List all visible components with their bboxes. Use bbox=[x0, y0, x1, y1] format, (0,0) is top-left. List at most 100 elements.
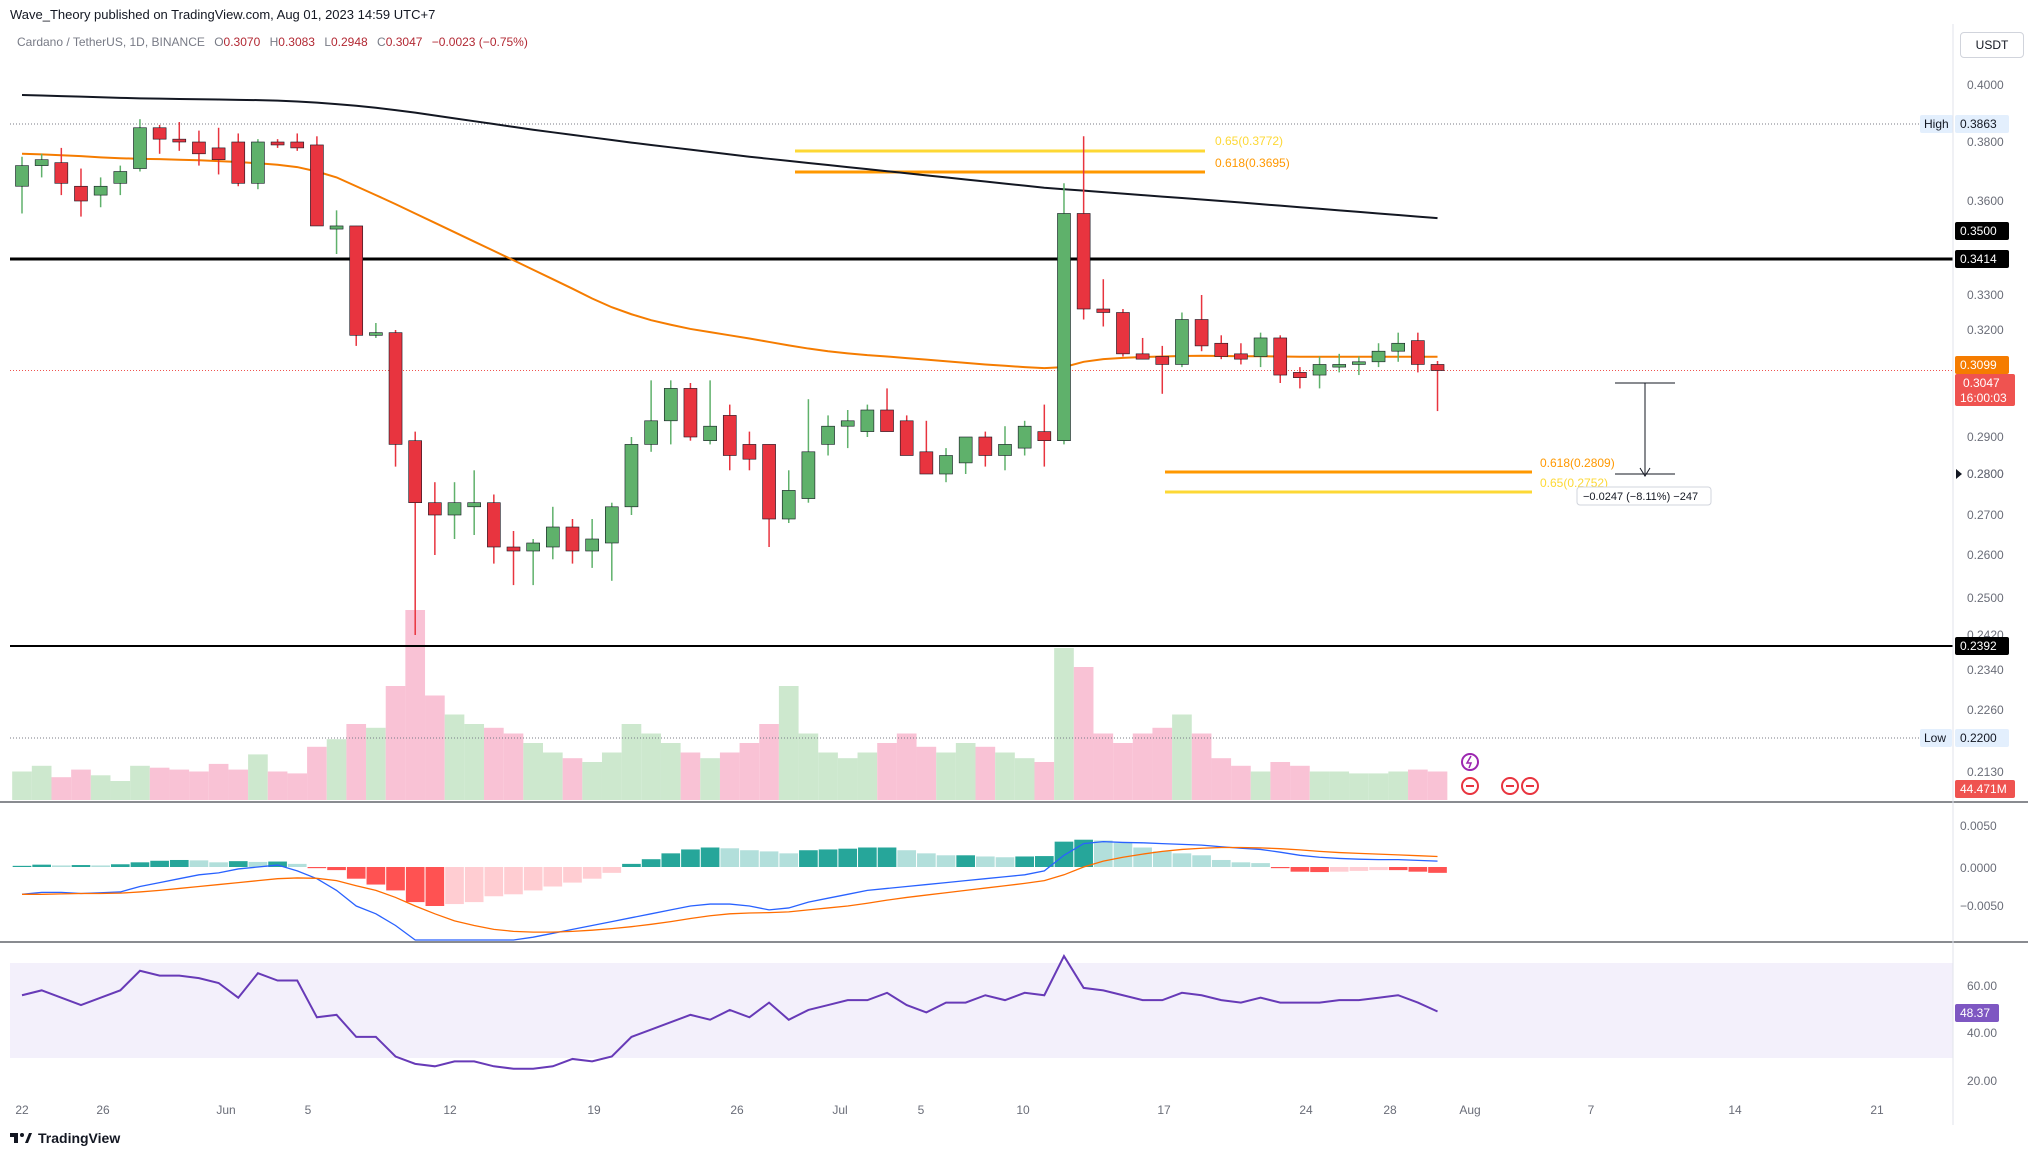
fibonacci-levels: 0.65(0.3772)0.618(0.3695)0.618(0.2809)0.… bbox=[795, 134, 1615, 494]
volume-bar bbox=[267, 771, 288, 800]
candle-body bbox=[1155, 356, 1170, 365]
volume-bar bbox=[307, 746, 327, 800]
candle-body bbox=[54, 162, 69, 184]
macd-histogram-bar bbox=[1113, 842, 1133, 867]
volume-bar bbox=[837, 758, 858, 800]
volume-bar bbox=[798, 733, 819, 800]
price-tick-label: 0.2340 bbox=[1967, 663, 2004, 677]
volume-bar bbox=[110, 781, 131, 800]
volume-bar bbox=[366, 727, 386, 800]
close-label: C bbox=[377, 35, 386, 49]
macd-histogram-bar bbox=[51, 865, 71, 867]
macd-histogram-bar bbox=[1369, 867, 1388, 871]
macd-histogram-bar bbox=[1192, 855, 1211, 867]
volume-bar bbox=[975, 746, 996, 800]
currency-button[interactable]: USDT bbox=[1960, 32, 2024, 58]
macd-histogram-bar bbox=[91, 865, 110, 867]
macd-histogram-bar bbox=[346, 867, 366, 879]
high-value-tag: 0.3863 bbox=[1960, 117, 1997, 131]
volume-bar bbox=[130, 765, 150, 800]
candle-body bbox=[34, 159, 49, 166]
high-label-bg bbox=[1920, 115, 1953, 133]
volume-bar bbox=[1250, 771, 1271, 800]
macd-histogram-bar bbox=[661, 853, 681, 867]
high-value-tag-bg bbox=[1955, 115, 2009, 133]
volume-bar bbox=[1093, 733, 1114, 800]
lightning-icon[interactable] bbox=[1461, 753, 1479, 771]
macd-histogram-bar bbox=[700, 847, 720, 867]
macd-histogram-bar bbox=[897, 850, 917, 867]
tag-3099-bg bbox=[1955, 356, 2009, 374]
candle-body bbox=[270, 141, 285, 146]
macd-histogram-bar bbox=[484, 867, 504, 897]
tag-3500-bg bbox=[1955, 222, 2009, 240]
macd-histogram-bar bbox=[1270, 867, 1290, 869]
macd-histogram-bar bbox=[1349, 867, 1369, 871]
volume-bar bbox=[464, 724, 485, 800]
volume-bar bbox=[51, 777, 72, 800]
fib-lower-0618-label: 0.618(0.2809) bbox=[1540, 456, 1615, 470]
candle-body bbox=[958, 436, 973, 464]
price-tags: High 0.3863 0.3500 0.3414 0.3099 0.304716:00:… bbox=[1920, 24, 2015, 1125]
horizontal-lines bbox=[10, 123, 1953, 739]
symbol-legend: Cardano / TetherUS, 1D, BINANCE O0.3070 … bbox=[17, 35, 528, 49]
macd-histogram-bar bbox=[1015, 856, 1034, 867]
macd-histogram-bar bbox=[1251, 863, 1270, 867]
volume-bar bbox=[818, 752, 838, 800]
price-tick-label: 0.3600 bbox=[1967, 194, 2004, 208]
volume-bar bbox=[1113, 743, 1133, 800]
tag-3099: 0.3099 bbox=[1960, 358, 1997, 372]
candle-body bbox=[1017, 425, 1032, 449]
macd-histogram-bar bbox=[386, 867, 405, 891]
candle-body bbox=[722, 415, 737, 456]
macd-histogram-bar bbox=[366, 867, 386, 885]
macd-histogram-bar bbox=[799, 850, 818, 867]
measure-label: −0.0247 (−8.11%) −247 bbox=[1583, 491, 1698, 503]
time-tick-label: 7 bbox=[1588, 1103, 1595, 1117]
price-tick-label: 0.2700 bbox=[1967, 508, 2004, 522]
time-tick-label: 19 bbox=[587, 1103, 601, 1117]
volume-bar bbox=[759, 724, 779, 800]
volume-bar bbox=[405, 610, 426, 800]
last-price-bg bbox=[1955, 374, 2015, 406]
tag-3500: 0.3500 bbox=[1960, 224, 1997, 238]
ma200-line bbox=[21, 93, 1438, 220]
chart-canvas[interactable]: 0.65(0.3772) 0.618(0.3695) 0.618(0.2809) 0.… bbox=[0, 0, 2035, 1125]
volume-bar bbox=[31, 765, 52, 800]
last-price-tag: 0.3047 bbox=[1963, 376, 2000, 390]
candle-body bbox=[15, 165, 29, 187]
lightning-icon-mark bbox=[1465, 755, 1473, 769]
volume-bar bbox=[857, 752, 878, 800]
volume-bar bbox=[1034, 762, 1055, 800]
volume-bar bbox=[287, 773, 308, 800]
volume-histogram bbox=[12, 610, 1448, 800]
event-icons[interactable] bbox=[1461, 753, 1539, 795]
volume-bar bbox=[542, 752, 563, 800]
candle-body bbox=[1391, 342, 1405, 352]
candle-body bbox=[1175, 319, 1189, 365]
volume-bar bbox=[425, 695, 445, 800]
volume-bar bbox=[1329, 771, 1350, 800]
rsi-line bbox=[21, 953, 1438, 1070]
measure-arrow-icon bbox=[1639, 467, 1651, 477]
macd-histogram-bar bbox=[228, 861, 248, 867]
volume-bar bbox=[1270, 762, 1291, 800]
macd-histogram-bar bbox=[150, 860, 169, 867]
volume-bar bbox=[955, 743, 976, 800]
low-label-bg bbox=[1920, 729, 1952, 747]
macd-histogram-bar bbox=[1408, 867, 1428, 872]
candle-body bbox=[487, 502, 501, 548]
macd-histogram-bar bbox=[1428, 867, 1447, 873]
price-tick-label: 0.3200 bbox=[1967, 323, 2004, 337]
low-label: L bbox=[324, 35, 331, 49]
candle-body bbox=[880, 409, 894, 432]
macd-histogram-bar bbox=[936, 855, 956, 867]
measure-tool: −0.0247 (−8.11%) −247 bbox=[1576, 382, 1712, 506]
low-label: Low bbox=[1924, 731, 1946, 745]
macd-histogram-bar bbox=[445, 867, 464, 905]
volume-bar bbox=[1054, 648, 1074, 800]
macd-histogram-bar bbox=[169, 859, 189, 867]
price-tick-label: 0.2600 bbox=[1967, 548, 2004, 562]
volume-bar bbox=[582, 762, 602, 800]
macd-histogram-bar bbox=[956, 855, 976, 867]
